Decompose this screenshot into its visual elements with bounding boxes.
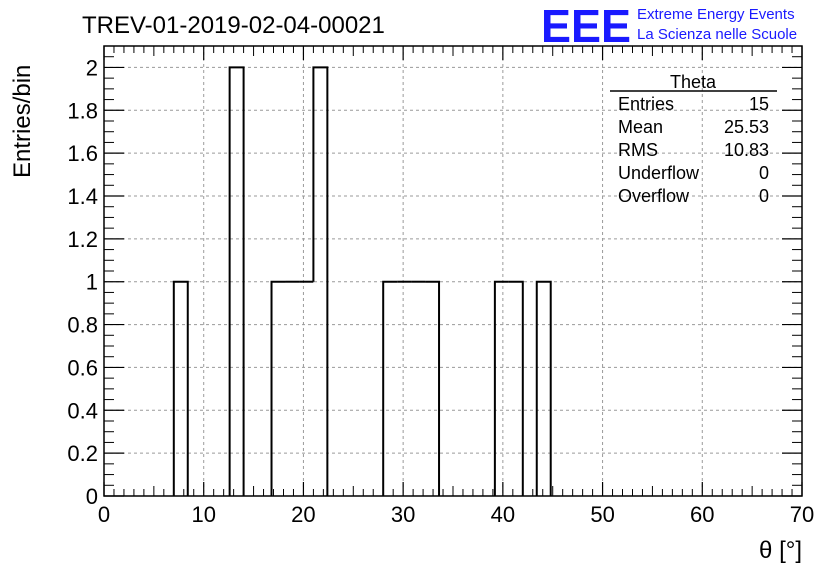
grid bbox=[104, 46, 802, 496]
y-tick-label: 1 bbox=[86, 270, 98, 295]
histogram-bin bbox=[493, 280, 509, 496]
histogram-bin bbox=[508, 280, 524, 496]
y-axis-label: Entries/bin bbox=[9, 65, 36, 178]
histogram-bin bbox=[312, 66, 329, 496]
y-tick-label: 1.8 bbox=[67, 98, 98, 123]
x-tick-label: 60 bbox=[690, 502, 714, 527]
y-tick-label: 0.4 bbox=[67, 398, 98, 423]
stats-label: RMS bbox=[618, 140, 658, 160]
y-tick-label: 1.4 bbox=[67, 184, 98, 209]
y-tick-label: 0 bbox=[86, 484, 98, 509]
logo-line-2: La Scienza nelle Scuole bbox=[637, 26, 797, 43]
stats-label: Mean bbox=[618, 117, 663, 137]
histogram-bin bbox=[228, 66, 245, 496]
tick-labels: 0 10 20 30 40 50 60 7000.20.40.60.811.21.41.61.… bbox=[67, 55, 814, 527]
x-tick-label: 40 bbox=[491, 502, 515, 527]
x-tick-label: 70 bbox=[790, 502, 814, 527]
eee-logo: EEE Extreme Energy Events La Scienza nel… bbox=[541, 0, 797, 52]
stats-value: 10.83 bbox=[724, 140, 769, 160]
histogram-bin bbox=[535, 280, 552, 496]
histogram-bin bbox=[425, 280, 441, 496]
x-tick-label: 20 bbox=[291, 502, 315, 527]
x-axis-label: θ [°] bbox=[759, 537, 802, 564]
stats-value: 15 bbox=[749, 94, 769, 114]
x-tick-label: 50 bbox=[590, 502, 614, 527]
y-tick-label: 0.8 bbox=[67, 313, 98, 338]
y-tick-label: 1.2 bbox=[67, 227, 98, 252]
y-tick-label: 0.2 bbox=[67, 441, 98, 466]
chart-title: TREV-01-2019-02-04-00021 bbox=[82, 12, 385, 39]
stats-value: 0 bbox=[759, 163, 769, 183]
histogram-bin bbox=[270, 280, 286, 496]
axis-ticks bbox=[103, 46, 803, 497]
stats-label: Entries bbox=[618, 94, 674, 114]
histogram-bars bbox=[172, 66, 552, 496]
y-tick-label: 1.6 bbox=[67, 141, 98, 166]
stats-rows: Entries 15 Mean 25.53 RMS 10.83 Underflow 0 Over… bbox=[618, 94, 769, 206]
y-tick-label: 0.6 bbox=[67, 355, 98, 380]
x-tick-label: 30 bbox=[391, 502, 415, 527]
stats-title: Theta bbox=[670, 72, 717, 92]
x-tick-label: 10 bbox=[191, 502, 215, 527]
histogram-bin bbox=[382, 280, 398, 496]
logo-line-1: Extreme Energy Events bbox=[637, 6, 795, 23]
histogram-bin bbox=[172, 280, 189, 496]
stats-box: Theta Entries 15 Mean 25.53 RMS 10.83 Underflo… bbox=[610, 72, 777, 206]
stats-value: 25.53 bbox=[724, 117, 769, 137]
plot-frame bbox=[103, 45, 803, 497]
stats-label: Underflow bbox=[618, 163, 700, 183]
y-tick-label: 2 bbox=[86, 55, 98, 80]
stats-value: 0 bbox=[759, 186, 769, 206]
logo-mark: EEE bbox=[541, 0, 631, 52]
stats-label: Overflow bbox=[618, 186, 690, 206]
x-tick-label: 0 bbox=[98, 502, 110, 527]
